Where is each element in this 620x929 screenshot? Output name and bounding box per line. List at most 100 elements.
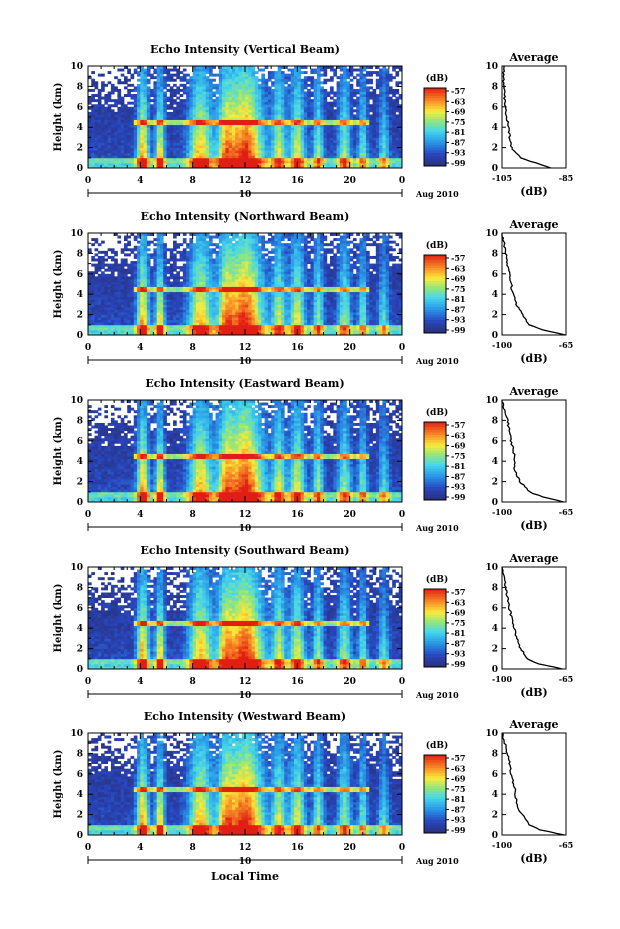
- heatmap-cell: [219, 86, 223, 89]
- heatmap-cell: [131, 155, 135, 158]
- heatmap-cell: [395, 81, 399, 84]
- heatmap-cell: [160, 84, 164, 87]
- heatmap-cell: [212, 297, 216, 300]
- heatmap-cell: [268, 120, 272, 123]
- heatmap-cell: [314, 150, 318, 153]
- heatmap-cell: [180, 150, 184, 153]
- heatmap-cell: [288, 94, 292, 97]
- heatmap-cell: [121, 317, 125, 320]
- heatmap-cell: [140, 253, 144, 256]
- heatmap-cell: [238, 112, 242, 115]
- heatmap-cell: [261, 150, 265, 153]
- heatmap-cell: [173, 310, 177, 313]
- heatmap-cell: [114, 153, 118, 156]
- heatmap-cell: [379, 140, 383, 143]
- heatmap-cell: [258, 104, 262, 107]
- heatmap-cell: [337, 117, 341, 120]
- heatmap-cell: [373, 104, 377, 107]
- heatmap-cell: [346, 92, 350, 95]
- heatmap-cell: [395, 102, 399, 105]
- heatmap-cell: [111, 322, 115, 325]
- heatmap-cell: [235, 112, 239, 115]
- heatmap-cell: [183, 135, 187, 138]
- heatmap-cell: [225, 74, 229, 77]
- heatmap-cell: [310, 94, 314, 97]
- heatmap-cell: [153, 315, 157, 318]
- heatmap-cell: [104, 312, 108, 315]
- heatmap-cell: [189, 279, 193, 282]
- heatmap-cell: [356, 122, 360, 125]
- heatmap-cell: [150, 279, 154, 282]
- heatmap-cell: [356, 109, 360, 112]
- heatmap-cell: [180, 302, 184, 305]
- heatmap-cell: [101, 143, 105, 146]
- heatmap-cell: [140, 243, 144, 246]
- heatmap-cell: [297, 148, 301, 151]
- heatmap-cell: [324, 92, 328, 95]
- heatmap-cell: [111, 294, 115, 297]
- heatmap-cell: [137, 310, 141, 313]
- heatmap-cell: [333, 71, 337, 74]
- heatmap-cell: [95, 330, 99, 333]
- heatmap-cell: [137, 294, 141, 297]
- heatmap-cell: [131, 317, 135, 320]
- heatmap-cell: [131, 74, 135, 77]
- heatmap-cell: [271, 104, 275, 107]
- heatmap-cell: [193, 302, 197, 305]
- heatmap-cell: [229, 155, 233, 158]
- heatmap-cell: [111, 266, 115, 269]
- heatmap-cell: [209, 307, 213, 310]
- heatmap-cell: [222, 71, 226, 74]
- heatmap-cell: [366, 148, 370, 151]
- heatmap-cell: [324, 127, 328, 130]
- heatmap-cell: [117, 79, 121, 82]
- heatmap-cell: [252, 117, 256, 120]
- heatmap-cell: [248, 114, 252, 117]
- heatmap-cell: [363, 163, 367, 166]
- heatmap-cell: [150, 155, 154, 158]
- heatmap-cell: [160, 310, 164, 313]
- heatmap-cell: [140, 236, 144, 239]
- heatmap-cell: [111, 89, 115, 92]
- heatmap-cell: [376, 84, 380, 87]
- heatmap-cell: [140, 256, 144, 259]
- heatmap-cell: [186, 74, 190, 77]
- heatmap-cell: [291, 122, 295, 125]
- heatmap-cell: [91, 302, 95, 305]
- heatmap-cell: [183, 158, 187, 161]
- heatmap-cell: [212, 259, 216, 262]
- heatmap-cell: [209, 132, 213, 135]
- heatmap-cell: [212, 150, 216, 153]
- heatmap-cell: [265, 79, 269, 82]
- heatmap-cell: [137, 94, 141, 97]
- heatmap-cell: [189, 109, 193, 112]
- heatmap-cell: [202, 94, 206, 97]
- heatmap-cell: [193, 276, 197, 279]
- heatmap-cell: [104, 307, 108, 310]
- heatmap-cell: [225, 71, 229, 74]
- heatmap-cell: [363, 132, 367, 135]
- heatmap-cell: [271, 74, 275, 77]
- heatmap-cell: [261, 155, 265, 158]
- heatmap-cell: [386, 122, 390, 125]
- heatmap-cell: [183, 99, 187, 102]
- heatmap-cell: [216, 317, 220, 320]
- heatmap-cell: [153, 281, 157, 284]
- heatmap-cell: [379, 127, 383, 130]
- heatmap-cell: [127, 284, 131, 287]
- heatmap-cell: [376, 160, 380, 163]
- heatmap-cell: [206, 112, 210, 115]
- heatmap-cell: [278, 148, 282, 151]
- heatmap-cell: [180, 125, 184, 128]
- heatmap-cell: [134, 153, 138, 156]
- heatmap-cell: [108, 302, 112, 305]
- heatmap-cell: [330, 145, 334, 148]
- heatmap-cell: [343, 163, 347, 166]
- heatmap-cell: [337, 86, 341, 89]
- heatmap-cell: [127, 122, 131, 125]
- heatmap-cell: [173, 153, 177, 156]
- heatmap-cell: [288, 99, 292, 102]
- heatmap-cell: [297, 153, 301, 156]
- heatmap-cell: [124, 79, 128, 82]
- heatmap-cell: [206, 266, 210, 269]
